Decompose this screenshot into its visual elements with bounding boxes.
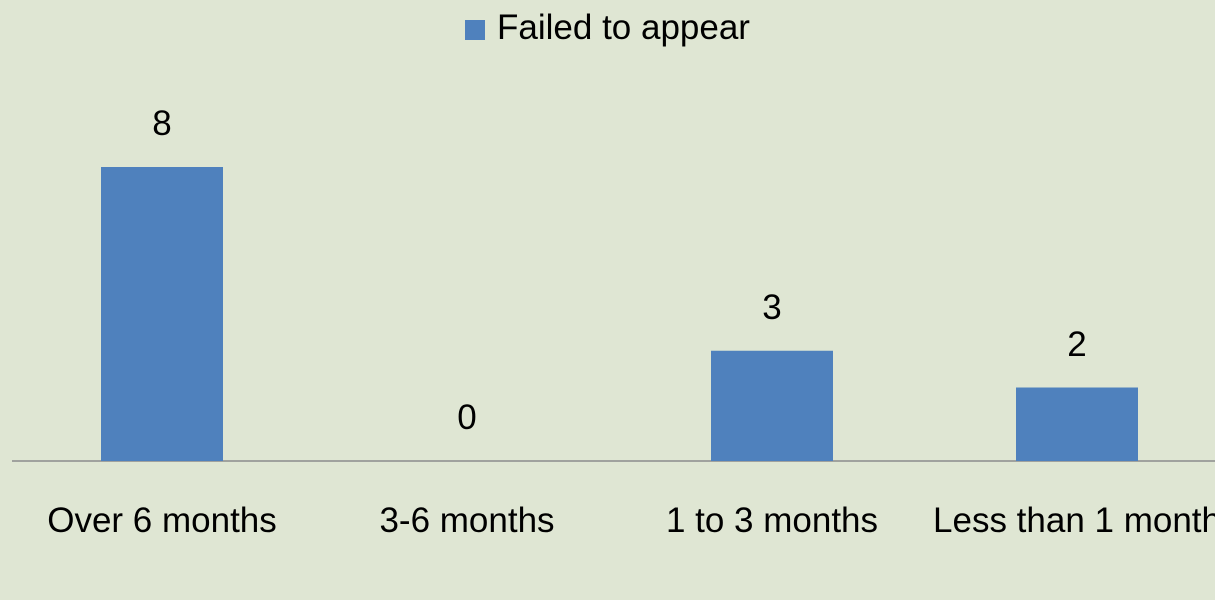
- x-tick-label: 3-6 months: [379, 501, 555, 540]
- legend-label: Failed to appear: [497, 8, 750, 47]
- x-tick-label: 1 to 3 months: [665, 501, 879, 540]
- value-label: 2: [1067, 324, 1087, 364]
- bar: [711, 350, 833, 461]
- value-label: 8: [152, 104, 172, 143]
- x-tick-label: Over 6 months: [47, 501, 277, 540]
- bar: [101, 167, 223, 461]
- value-label: 3: [762, 287, 782, 327]
- x-tick-label: Less than 1 month: [933, 501, 1215, 540]
- bar: [1016, 387, 1138, 461]
- legend: Failed to appear: [0, 6, 1215, 50]
- value-label: 0: [457, 398, 477, 437]
- legend-swatch: [465, 20, 486, 40]
